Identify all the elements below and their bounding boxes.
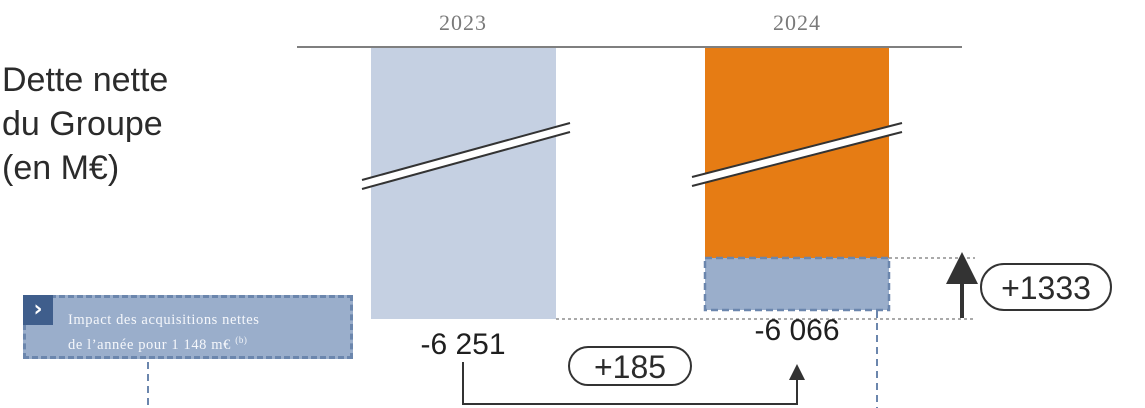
title-line-1: Dette nette: [2, 61, 169, 99]
data-label-2023: -6 251: [420, 328, 505, 361]
axis-break-2023: [361, 122, 571, 190]
note-line-2-text: de l’année pour 1 148 m€: [68, 336, 231, 353]
change-badge-1333: +1333: [980, 263, 1112, 311]
axis-break-2024: [691, 122, 903, 187]
tick-label-2024: 2024: [773, 10, 821, 35]
acquisitions-note-box: › Impact des acquisitions nettes de l’an…: [23, 295, 353, 359]
chevron-right-icon: ›: [23, 295, 53, 325]
tick-label-2023: 2023: [439, 10, 487, 35]
svg-text:+1333: +1333: [1001, 270, 1091, 306]
title-line-2: du Groupe: [2, 105, 163, 143]
svg-text:+185: +185: [594, 349, 666, 385]
year-connector-arrow: [462, 362, 805, 405]
bar-2023: [371, 48, 556, 319]
change-badge-185: +185: [568, 346, 692, 386]
acquisitions-note-text: Impact des acquisitions nettes de l’anné…: [68, 310, 344, 355]
note-line-1: Impact des acquisitions nettes: [68, 312, 260, 328]
note-line-2: de l’année pour 1 148 m€ (b): [68, 330, 344, 355]
data-label-2024: -6 066: [754, 314, 839, 347]
note-footnote-marker: (b): [235, 335, 248, 345]
title-line-3: (en M€): [2, 149, 120, 187]
chart-title: Dette nette du Groupe (en M€): [2, 58, 168, 190]
acquisition-impact-segment: [703, 256, 891, 312]
